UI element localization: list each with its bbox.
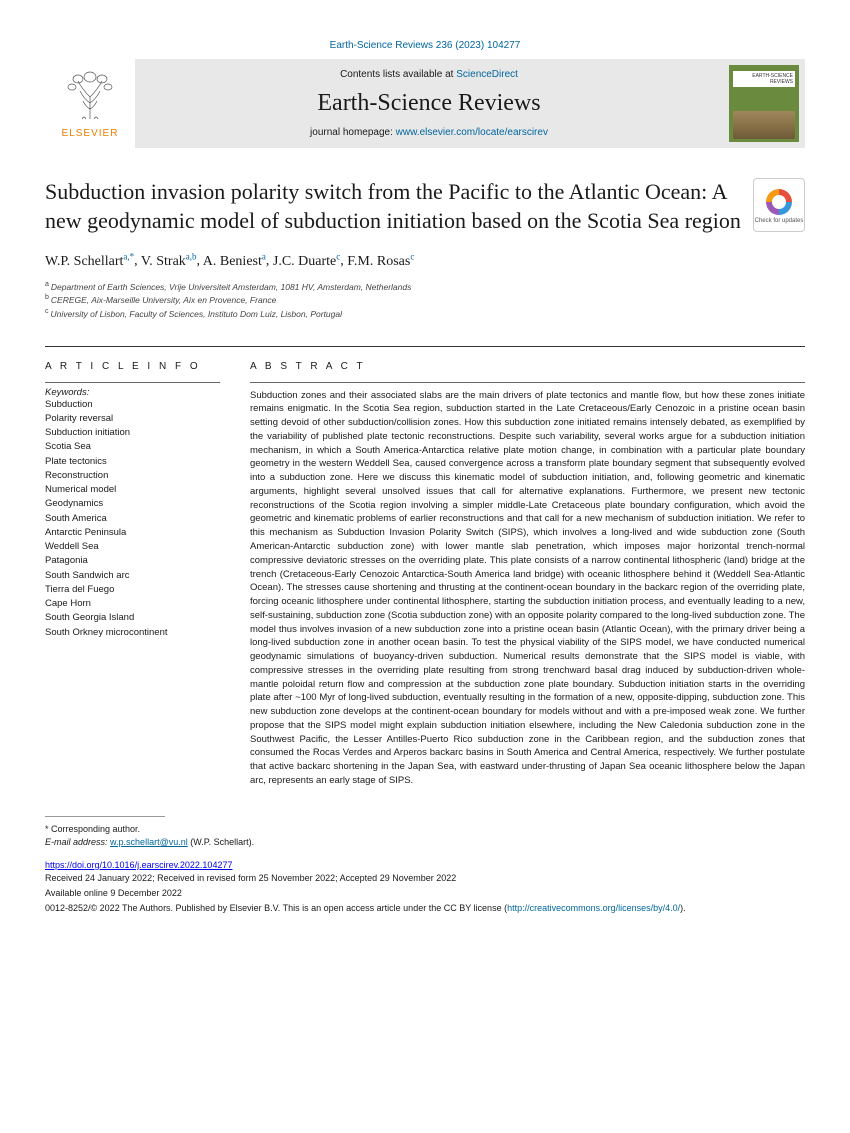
email-label: E-mail address: (45, 837, 108, 847)
contents-prefix: Contents lists available at (340, 69, 456, 80)
author-list: W.P. Schellarta,*, V. Straka,b, A. Benie… (45, 251, 805, 270)
keyword: Weddell Sea (45, 540, 220, 554)
journal-header: ELSEVIER Contents lists available at Sci… (45, 59, 805, 148)
keyword: Antarctic Peninsula (45, 526, 220, 540)
article-dates: Received 24 January 2022; Received in re… (45, 872, 805, 885)
author: W.P. Schellarta,* (45, 254, 134, 269)
article-info-heading: A R T I C L E I N F O (45, 361, 220, 372)
keyword: South America (45, 512, 220, 526)
publisher-name: ELSEVIER (62, 128, 119, 139)
elsevier-tree-icon (60, 69, 120, 124)
divider (45, 346, 805, 347)
article-title: Subduction invasion polarity switch from… (45, 178, 743, 235)
keyword: Geodynamics (45, 497, 220, 511)
citation-line: Earth-Science Reviews 236 (2023) 104277 (45, 40, 805, 51)
cover-image-icon (733, 111, 795, 139)
copyright-text: 0012-8252/© 2022 The Authors. Published … (45, 903, 507, 913)
corresponding-author: * Corresponding author. E-mail address: … (45, 823, 805, 850)
author: A. Beniesta (203, 254, 266, 269)
crossmark-icon (766, 189, 792, 215)
keywords-label: Keywords: (45, 382, 220, 398)
keyword: South Orkney microcontinent (45, 626, 220, 640)
abstract-body: Subduction zones and their associated sl… (250, 382, 805, 788)
copyright-line: 0012-8252/© 2022 The Authors. Published … (45, 902, 805, 915)
license-link[interactable]: http://creativecommons.org/licenses/by/4… (507, 903, 680, 913)
homepage-prefix: journal homepage: (310, 127, 396, 138)
journal-cover-thumbnail: EARTH-SCIENCE REVIEWS (729, 65, 799, 142)
affiliation: bCEREGE, Aix-Marseille University, Aix e… (45, 293, 805, 307)
keyword: South Sandwich arc (45, 569, 220, 583)
contents-available: Contents lists available at ScienceDirec… (135, 69, 723, 80)
keyword: Subduction initiation (45, 426, 220, 440)
keyword: Numerical model (45, 483, 220, 497)
keyword: Cape Horn (45, 597, 220, 611)
keyword: Polarity reversal (45, 412, 220, 426)
keyword: Scotia Sea (45, 440, 220, 454)
footnote-divider (45, 816, 165, 817)
affiliations: aDepartment of Earth Sciences, Vrije Uni… (45, 280, 805, 321)
affiliation: cUniversity of Lisbon, Faculty of Scienc… (45, 307, 805, 321)
abstract-heading: A B S T R A C T (250, 361, 805, 372)
copyright-close: ). (680, 903, 686, 913)
homepage-line: journal homepage: www.elsevier.com/locat… (135, 127, 723, 138)
affiliation: aDepartment of Earth Sciences, Vrije Uni… (45, 280, 805, 294)
publisher-logo: ELSEVIER (45, 59, 135, 148)
author-email-link[interactable]: w.p.schellart@vu.nl (110, 837, 188, 847)
journal-title: Earth-Science Reviews (135, 90, 723, 117)
keyword: South Georgia Island (45, 611, 220, 625)
keyword: Reconstruction (45, 469, 220, 483)
keyword: Tierra del Fuego (45, 583, 220, 597)
keyword: Plate tectonics (45, 455, 220, 469)
doi-link[interactable]: https://doi.org/10.1016/j.earscirev.2022… (45, 860, 232, 870)
keyword: Patagonia (45, 554, 220, 568)
check-updates-button[interactable]: Check for updates (753, 178, 805, 232)
author: V. Straka,b (141, 254, 197, 269)
keywords-list: SubductionPolarity reversalSubduction in… (45, 398, 220, 640)
online-date: Available online 9 December 2022 (45, 887, 805, 900)
sciencedirect-link[interactable]: ScienceDirect (456, 69, 518, 80)
author: F.M. Rosasc (347, 254, 414, 269)
updates-label: Check for updates (755, 218, 804, 224)
author: J.C. Duartec (273, 254, 340, 269)
homepage-link[interactable]: www.elsevier.com/locate/earscirev (396, 127, 548, 138)
keyword: Subduction (45, 398, 220, 412)
email-author-name: (W.P. Schellart). (190, 837, 254, 847)
cover-label: EARTH-SCIENCE REVIEWS (733, 71, 795, 87)
corresponding-star: * Corresponding author. (45, 823, 805, 837)
